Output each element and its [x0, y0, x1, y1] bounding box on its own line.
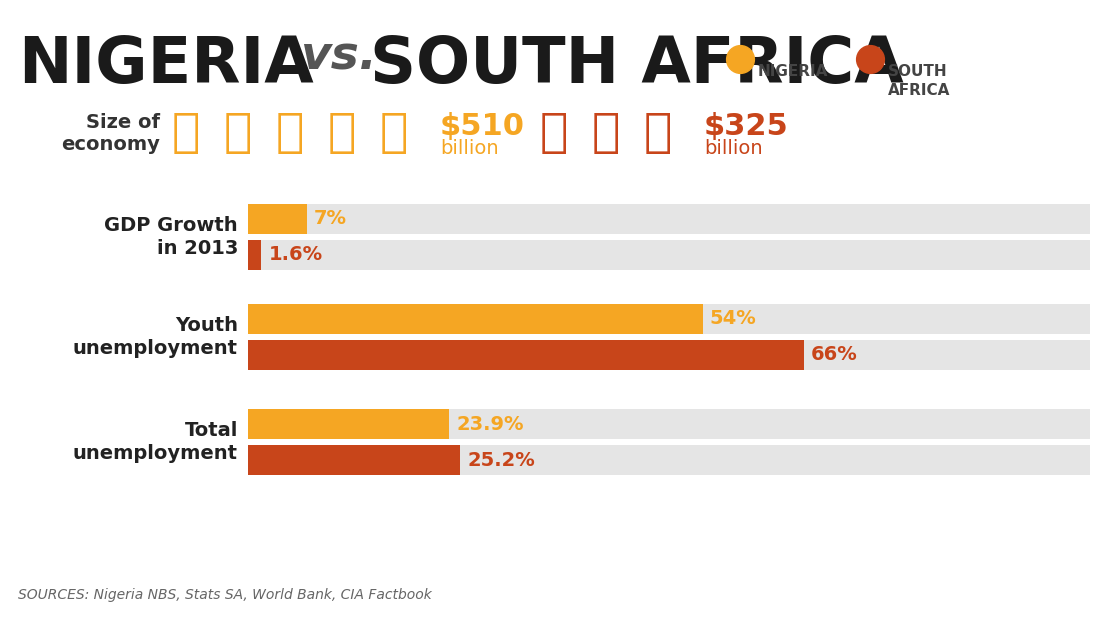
Text: 💰: 💰 — [592, 112, 620, 157]
Text: 1.6%: 1.6% — [269, 245, 323, 265]
Text: 66%: 66% — [810, 346, 857, 364]
Text: Size of
economy: Size of economy — [61, 114, 160, 155]
Text: 7%: 7% — [314, 210, 347, 228]
Text: 23.9%: 23.9% — [456, 414, 524, 434]
Bar — [248, 204, 1090, 234]
Bar — [248, 340, 1090, 370]
Bar — [248, 204, 307, 234]
Bar — [248, 240, 1090, 270]
Bar — [248, 240, 262, 270]
Text: NIGERIA: NIGERIA — [18, 34, 314, 96]
Text: vs.: vs. — [300, 34, 377, 79]
Text: $510: $510 — [440, 112, 525, 140]
Text: SOUTH
AFRICA: SOUTH AFRICA — [888, 64, 950, 97]
Bar — [248, 445, 461, 475]
Bar — [248, 409, 450, 439]
Bar — [248, 304, 1090, 334]
Text: billion: billion — [440, 139, 498, 157]
Text: 💰: 💰 — [380, 112, 408, 157]
Text: 💰: 💰 — [644, 112, 673, 157]
Text: SOUTH AFRICA: SOUTH AFRICA — [370, 34, 904, 96]
Text: 54%: 54% — [709, 310, 756, 328]
Text: billion: billion — [704, 139, 763, 157]
Bar — [248, 340, 804, 370]
Text: 💰: 💰 — [172, 112, 201, 157]
Bar — [248, 445, 1090, 475]
Text: 💰: 💰 — [539, 112, 568, 157]
Text: $325: $325 — [704, 112, 789, 140]
Bar — [248, 304, 703, 334]
Text: Total
unemployment: Total unemployment — [73, 421, 238, 463]
Text: 💰: 💰 — [224, 112, 252, 157]
Text: 25.2%: 25.2% — [467, 451, 535, 469]
Text: 💰: 💰 — [276, 112, 304, 157]
Text: GDP Growth
in 2013: GDP Growth in 2013 — [104, 216, 238, 258]
Text: NIGERIA: NIGERIA — [758, 64, 828, 79]
Bar — [248, 409, 1090, 439]
Text: Youth
unemployment: Youth unemployment — [73, 316, 238, 358]
Text: 💰: 💰 — [327, 112, 356, 157]
Text: SOURCES: Nigeria NBS, Stats SA, World Bank, CIA Factbook: SOURCES: Nigeria NBS, Stats SA, World Ba… — [18, 588, 432, 602]
